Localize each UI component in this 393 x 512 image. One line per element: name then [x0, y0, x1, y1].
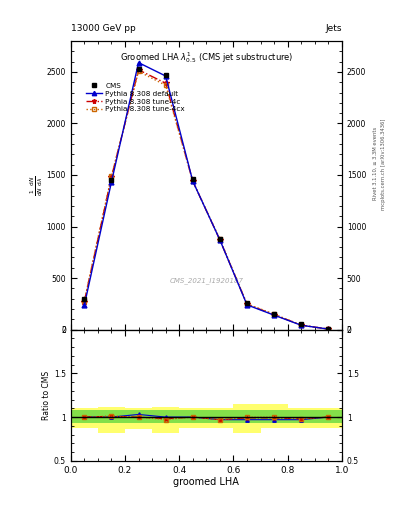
- Text: 13000 GeV pp: 13000 GeV pp: [71, 24, 136, 33]
- Pythia 8.308 tune-4c: [163, 80, 168, 87]
- Pythia 8.308 tune-4c: [109, 174, 114, 180]
- Y-axis label: Ratio to CMS: Ratio to CMS: [42, 371, 51, 420]
- Text: CMS_2021_I1920187: CMS_2021_I1920187: [169, 277, 243, 284]
- Pythia 8.308 tune-4c: [136, 67, 141, 73]
- Pythia 8.308 tune-4c: [190, 178, 195, 184]
- CMS: [109, 177, 114, 183]
- Pythia 8.308 tune-4c: [82, 298, 86, 305]
- Legend: CMS, Pythia 8.308 default, Pythia 8.308 tune-4c, Pythia 8.308 tune-4cx: CMS, Pythia 8.308 default, Pythia 8.308 …: [85, 82, 186, 113]
- Pythia 8.308 default: [82, 302, 86, 308]
- Text: Groomed LHA $\lambda^{1}_{0.5}$ (CMS jet substructure): Groomed LHA $\lambda^{1}_{0.5}$ (CMS jet…: [119, 50, 293, 65]
- Pythia 8.308 tune-4cx: [109, 173, 114, 179]
- Pythia 8.308 tune-4cx: [136, 68, 141, 74]
- CMS: [299, 322, 303, 328]
- CMS: [272, 311, 276, 317]
- Line: Pythia 8.308 default: Pythia 8.308 default: [82, 60, 331, 331]
- Text: Rivet 3.1.10, ≥ 3.3M events: Rivet 3.1.10, ≥ 3.3M events: [373, 127, 378, 201]
- Pythia 8.308 default: [299, 322, 303, 328]
- Pythia 8.308 tune-4cx: [190, 178, 195, 184]
- CMS: [136, 66, 141, 72]
- Pythia 8.308 tune-4cx: [272, 311, 276, 317]
- CMS: [82, 295, 86, 302]
- Pythia 8.308 default: [326, 326, 331, 332]
- Line: Pythia 8.308 tune-4cx: Pythia 8.308 tune-4cx: [82, 69, 331, 331]
- Pythia 8.308 tune-4cx: [163, 82, 168, 89]
- Line: Pythia 8.308 tune-4c: Pythia 8.308 tune-4c: [81, 67, 331, 332]
- Y-axis label: $\frac{1}{\mathrm{d}N}\,\frac{\mathrm{d}N}{\mathrm{d}\lambda}$: $\frac{1}{\mathrm{d}N}\,\frac{\mathrm{d}…: [29, 175, 45, 196]
- CMS: [244, 300, 250, 306]
- Pythia 8.308 tune-4cx: [82, 298, 86, 304]
- X-axis label: groomed LHA: groomed LHA: [173, 477, 239, 487]
- Pythia 8.308 tune-4c: [244, 301, 250, 307]
- CMS: [218, 236, 222, 242]
- Text: Jets: Jets: [325, 24, 342, 33]
- Pythia 8.308 tune-4cx: [218, 236, 222, 242]
- Text: mcplots.cern.ch [arXiv:1306.3436]: mcplots.cern.ch [arXiv:1306.3436]: [381, 118, 386, 209]
- Pythia 8.308 tune-4c: [272, 312, 276, 318]
- Pythia 8.308 tune-4c: [326, 326, 331, 332]
- Pythia 8.308 default: [218, 237, 222, 243]
- Pythia 8.308 tune-4c: [299, 322, 303, 328]
- Pythia 8.308 tune-4c: [218, 237, 222, 243]
- CMS: [326, 326, 331, 332]
- Pythia 8.308 default: [272, 312, 276, 318]
- Pythia 8.308 tune-4cx: [244, 301, 250, 307]
- CMS: [190, 176, 195, 182]
- CMS: [163, 72, 168, 78]
- Pythia 8.308 tune-4cx: [326, 326, 331, 332]
- Pythia 8.308 tune-4cx: [299, 322, 303, 328]
- Line: CMS: CMS: [82, 67, 331, 331]
- Pythia 8.308 default: [136, 59, 141, 66]
- Pythia 8.308 default: [109, 179, 114, 185]
- Pythia 8.308 default: [163, 73, 168, 79]
- Pythia 8.308 default: [190, 178, 195, 184]
- Pythia 8.308 default: [244, 302, 250, 308]
